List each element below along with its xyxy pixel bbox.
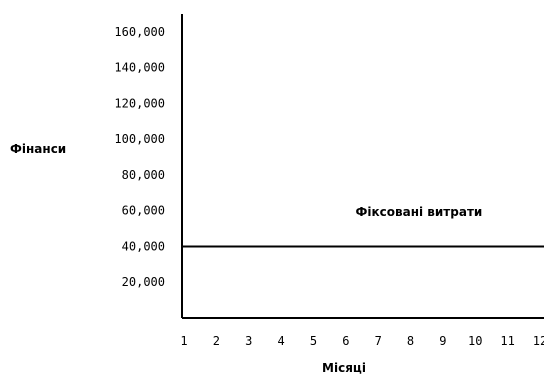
x-tick-label: 2 (213, 334, 220, 348)
y-tick-label: 120,000 (114, 96, 165, 110)
x-tick-label: 3 (245, 334, 252, 348)
y-tick-label: 160,000 (114, 25, 165, 39)
y-tick-label: 140,000 (114, 61, 165, 75)
x-tick-label: 6 (342, 334, 349, 348)
fixed-costs-label: Фіксовані витрати (356, 205, 483, 219)
x-tick-label: 9 (439, 334, 446, 348)
y-tick-label: 100,000 (114, 132, 165, 146)
x-tick-label: 5 (310, 334, 317, 348)
x-tick-label: 11 (500, 334, 514, 348)
y-tick-label: 60,000 (122, 204, 165, 218)
x-tick-label: 8 (407, 334, 414, 348)
x-tick-label: 7 (375, 334, 382, 348)
x-tick-label: 12 (533, 334, 544, 348)
x-tick-label: 10 (468, 334, 482, 348)
y-tick-label: 20,000 (122, 275, 165, 289)
x-tick-label: 4 (277, 334, 284, 348)
y-axis-title: Фінанси (10, 142, 66, 156)
x-axis-title: Місяці (322, 361, 366, 375)
x-tick-label: 1 (180, 334, 187, 348)
y-tick-label: 80,000 (122, 168, 165, 182)
y-tick-label: 40,000 (122, 239, 165, 253)
